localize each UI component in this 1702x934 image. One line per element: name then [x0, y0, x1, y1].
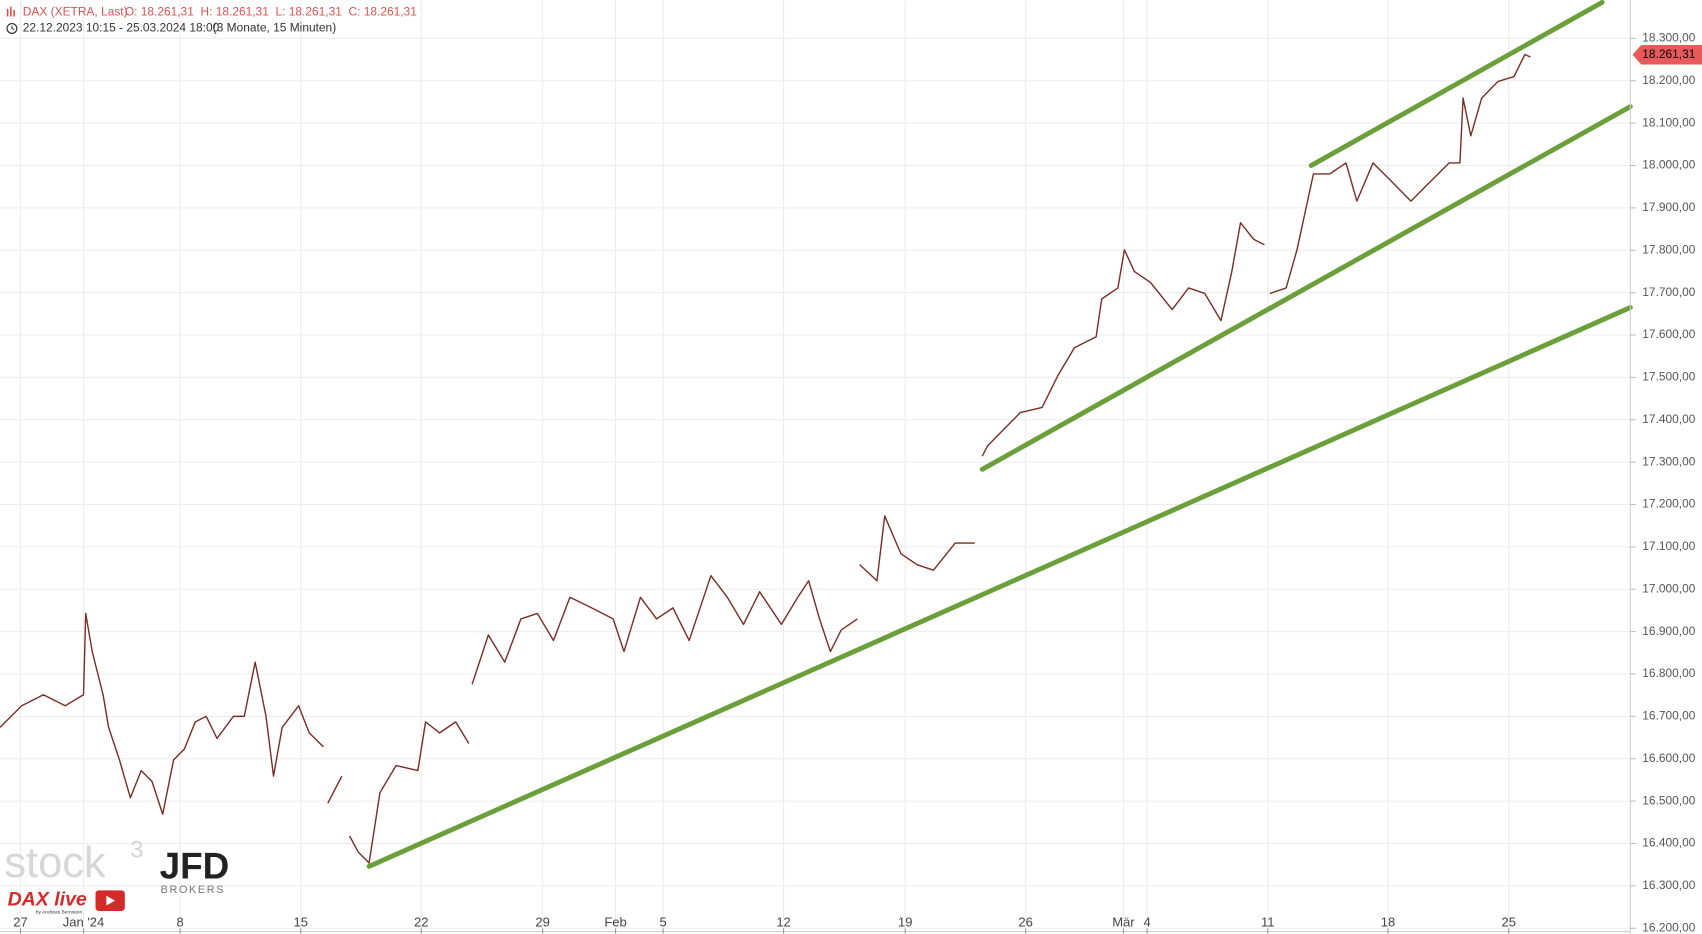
last-price-marker — [1632, 45, 1702, 65]
range: 22.12.2023 10:15 - 25.03.2024 18:00 — [23, 21, 220, 35]
x-tick-label: Mär — [1112, 914, 1135, 929]
x-tick-label: 11 — [1261, 914, 1275, 929]
x-tick-label: 29 — [535, 914, 549, 929]
logo-text: by Andreas Bernstein — [36, 909, 83, 915]
y-tick-label: 16.200,00 — [1642, 920, 1695, 934]
y-tick-label: 17.900,00 — [1642, 200, 1695, 214]
header: DAX (XETRA, Last) O: 18.261,31 H: 18.261… — [6, 4, 417, 35]
y-tick-label: 18.000,00 — [1642, 158, 1695, 172]
y-tick-label: 16.900,00 — [1642, 624, 1695, 638]
x-tick-label: 26 — [1018, 914, 1032, 929]
y-tick-label: 18.200,00 — [1642, 73, 1695, 87]
y-tick-label: 16.300,00 — [1642, 878, 1695, 892]
y-tick-label: 17.000,00 — [1642, 581, 1695, 595]
x-tick-label: Feb — [604, 914, 626, 929]
x-tick-label: Jan '24 — [63, 914, 105, 929]
x-tick-label: 5 — [659, 914, 666, 929]
x-tick-label: 19 — [898, 914, 912, 929]
period: (3 Monate, 15 Minuten) — [213, 21, 336, 35]
y-tick-label: 18.100,00 — [1642, 115, 1695, 129]
y-tick-label: 17.300,00 — [1642, 454, 1695, 468]
logo-text: JFD — [160, 845, 230, 886]
y-tick-label: 16.600,00 — [1642, 751, 1695, 765]
logo-text: stock — [4, 839, 106, 887]
x-tick-label: 12 — [776, 914, 790, 929]
last-price-label: 18.261,31 — [1642, 47, 1695, 61]
grid — [0, 0, 1631, 932]
y-tick-label: 16.700,00 — [1642, 709, 1695, 723]
y-tick-label: 18.300,00 — [1642, 31, 1695, 45]
x-tick-label: 22 — [414, 914, 428, 929]
trend-line — [1308, 0, 1605, 168]
trend-line — [979, 104, 1633, 472]
marks — [0, 0, 1633, 869]
x-tick-label: 15 — [294, 914, 308, 929]
ohlc: O: 18.261,31 H: 18.261,31 L: 18.261,31 C… — [125, 4, 417, 18]
x-tick-label: 18 — [1381, 914, 1395, 929]
icon — [6, 22, 18, 34]
instrument: DAX (XETRA, Last) — [23, 4, 128, 18]
y-tick-label: 17.600,00 — [1642, 327, 1695, 341]
x-tick-label: 27 — [13, 914, 27, 929]
x-tick-label: 8 — [176, 914, 183, 929]
icon — [11, 25, 15, 31]
y-tick-label: 17.500,00 — [1642, 370, 1695, 384]
y-tick-label: 17.400,00 — [1642, 412, 1695, 426]
y-tick-label: 16.500,00 — [1642, 793, 1695, 807]
logo-text: 3 — [130, 837, 143, 864]
y-tick-label: 17.200,00 — [1642, 497, 1695, 511]
icon — [6, 6, 15, 17]
y-tick-label: 16.800,00 — [1642, 666, 1695, 680]
logo-text: DAX live — [8, 888, 87, 910]
icon — [106, 895, 116, 906]
y-tick-label: 17.100,00 — [1642, 539, 1695, 553]
x-tick-label: 25 — [1501, 914, 1515, 929]
y-tick-label: 16.400,00 — [1642, 836, 1695, 850]
y-tick-label: 17.800,00 — [1642, 242, 1695, 256]
branding: stock 3 JFD BROKERS DAX live by Andreas … — [4, 837, 229, 916]
y-tick-label: 17.700,00 — [1642, 285, 1695, 299]
x-tick-label: 4 — [1143, 914, 1150, 929]
trend-line — [366, 305, 1633, 869]
price-line — [0, 53, 1531, 864]
logo-text: BROKERS — [161, 884, 225, 896]
axes: 16.200,00 16.300,00 16.400,00 16.500,00 16.6… — [13, 31, 1702, 934]
